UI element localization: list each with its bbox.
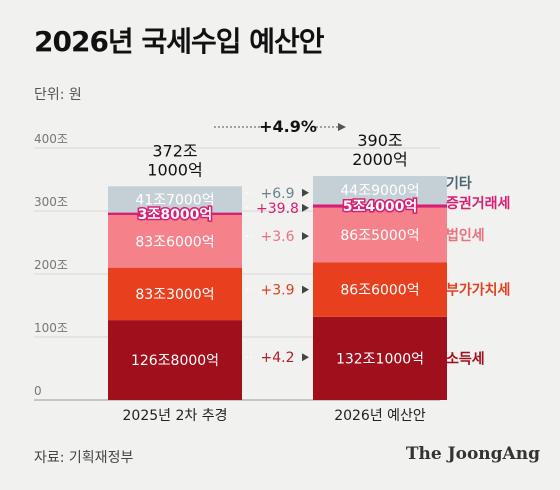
arrow-head: [302, 285, 309, 294]
bar-segment: [313, 262, 447, 317]
bar-segment: [108, 186, 242, 213]
y-tick-label: 400조: [34, 132, 68, 146]
bar-value-label: 5조4000억: [343, 199, 417, 215]
bar-segment: [108, 267, 242, 321]
bar-segment: [108, 214, 242, 268]
bar-segment: [313, 176, 447, 205]
legend-entry: 기타: [446, 176, 472, 192]
y-tick-label: 200조: [34, 258, 68, 272]
bar-value-label: 83조3000억: [135, 287, 214, 303]
bar-value-label: 44조9000억: [340, 183, 419, 199]
total-change-label: +4.9%: [259, 117, 317, 136]
legend-entry: 부가가치세: [446, 282, 510, 298]
bar-value-label: 83조6000억: [135, 234, 214, 250]
bar-total-label: 2000억: [352, 150, 407, 169]
y-tick-label: 0: [34, 384, 42, 398]
bar-segment: [313, 204, 447, 208]
y-tick-label: 100조: [34, 321, 68, 335]
change-label: +3.9: [261, 283, 295, 299]
legend-entry: 소득세: [446, 351, 485, 367]
legend-entry: 증권거래세: [446, 196, 510, 212]
change-label: +6.9: [261, 186, 295, 202]
bar-value-label: 132조1000억: [336, 351, 424, 367]
x-category-label: 2026년 예산안: [334, 408, 426, 424]
arrow-head: [338, 123, 346, 131]
arrow-head: [302, 353, 309, 362]
change-label: +4.2: [261, 350, 295, 366]
x-category-label: 2025년 2차 추경: [123, 408, 228, 424]
source-note: 자료: 기획재정부: [34, 450, 134, 466]
legend-entry: 법인세: [446, 227, 485, 244]
bar-segment: [313, 207, 447, 263]
bar-total-label: 372조: [152, 141, 197, 160]
chart-title: 2026년 국세수입 예산안: [34, 25, 325, 58]
bar-value-label: 86조5000억: [340, 228, 419, 244]
arrow-head: [302, 232, 309, 241]
bar-segment: [108, 320, 242, 400]
bar-total-label: 390조: [357, 131, 402, 150]
arrow-head: [302, 203, 309, 212]
arrow-head: [302, 188, 309, 197]
bar-segment: [108, 212, 242, 215]
bar-total-label: 1000억: [147, 160, 202, 179]
change-label: +39.8: [256, 201, 299, 217]
brand-logo: The JoongAng: [405, 444, 540, 464]
bar-segment: [313, 316, 447, 400]
bar-value-label: 3조8000억: [138, 207, 212, 223]
y-tick-label: 300조: [34, 195, 68, 209]
change-label: +3.6: [261, 229, 295, 245]
bar-value-label: 126조8000억: [131, 353, 219, 369]
bar-value-label: 86조6000억: [340, 282, 419, 298]
unit-label: 단위: 원: [34, 87, 82, 103]
bar-value-label: 41조7000억: [135, 192, 214, 208]
